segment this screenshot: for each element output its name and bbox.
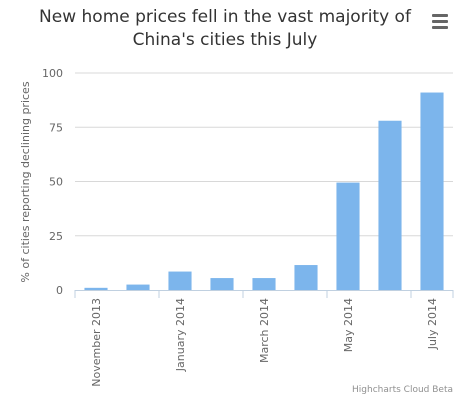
hamburger-icon xyxy=(432,14,448,17)
x-tick-label: July 2014 xyxy=(426,298,439,350)
bar[interactable] xyxy=(126,284,150,290)
chart-title: New home prices fell in the vast majorit… xyxy=(20,6,430,52)
x-tick-label: November 2013 xyxy=(90,298,103,387)
axes: 0 25 50 75 100 November 2013 January 2014 March… xyxy=(42,67,454,387)
x-tick-label: May 2014 xyxy=(342,298,355,352)
y-tick-label: 50 xyxy=(49,176,63,189)
chart-title-line-2: China's cities this July xyxy=(132,30,318,50)
y-tick-label: 0 xyxy=(56,284,63,297)
bar-series xyxy=(84,92,444,291)
x-tick-label: January 2014 xyxy=(174,298,187,372)
x-tick-label: March 2014 xyxy=(258,298,271,363)
y-tick-label: 25 xyxy=(49,230,63,243)
credits-link[interactable]: Highcharts Cloud Beta xyxy=(352,385,453,395)
bar[interactable] xyxy=(168,271,192,290)
y-axis-title: % of cities reporting declining prices xyxy=(19,81,32,282)
y-tick-label: 100 xyxy=(42,67,63,80)
bar[interactable] xyxy=(420,92,444,290)
chart-menu-button[interactable] xyxy=(428,10,452,32)
bar[interactable] xyxy=(84,287,108,290)
bar[interactable] xyxy=(252,278,276,290)
chart-title-line-1: New home prices fell in the vast majorit… xyxy=(39,7,411,27)
bar[interactable] xyxy=(336,182,360,290)
bar[interactable] xyxy=(210,278,234,290)
y-tick-label: 75 xyxy=(49,121,63,134)
bar[interactable] xyxy=(378,120,402,291)
bar[interactable] xyxy=(294,265,318,290)
